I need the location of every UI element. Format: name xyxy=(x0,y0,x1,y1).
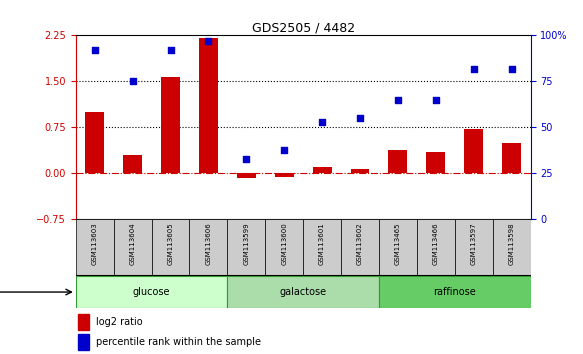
Bar xyxy=(227,219,265,276)
Point xyxy=(204,38,213,44)
Point xyxy=(166,47,175,53)
Bar xyxy=(426,152,445,173)
Bar xyxy=(388,150,408,173)
Text: GSM113603: GSM113603 xyxy=(92,222,98,265)
Bar xyxy=(199,39,218,173)
Bar xyxy=(312,167,332,173)
Point xyxy=(90,47,99,53)
Text: GSM113598: GSM113598 xyxy=(508,222,515,265)
Bar xyxy=(265,219,303,276)
Text: GSM113601: GSM113601 xyxy=(319,222,325,265)
Bar xyxy=(227,276,379,308)
Text: GSM113465: GSM113465 xyxy=(395,222,401,265)
Text: GSM113599: GSM113599 xyxy=(243,222,250,265)
Bar xyxy=(76,276,227,308)
Bar xyxy=(275,173,294,177)
Bar xyxy=(303,219,341,276)
Bar xyxy=(417,219,455,276)
Bar xyxy=(502,143,521,173)
Text: GSM113604: GSM113604 xyxy=(129,222,136,265)
Point xyxy=(241,156,251,161)
Bar xyxy=(379,276,531,308)
Point xyxy=(507,66,517,72)
Point xyxy=(393,97,402,103)
Text: GSM113605: GSM113605 xyxy=(167,222,174,265)
Text: GSM113466: GSM113466 xyxy=(433,222,439,265)
Text: galactose: galactose xyxy=(280,287,326,297)
Text: raffinose: raffinose xyxy=(433,287,476,297)
Text: log2 ratio: log2 ratio xyxy=(96,317,143,327)
Point xyxy=(279,147,289,152)
Bar xyxy=(123,155,142,173)
Bar xyxy=(455,219,493,276)
Bar xyxy=(78,334,89,350)
Bar xyxy=(152,219,189,276)
Text: GSM113600: GSM113600 xyxy=(281,222,287,265)
Text: GSM113602: GSM113602 xyxy=(357,222,363,265)
Bar xyxy=(78,314,89,330)
Bar xyxy=(237,173,256,178)
Bar xyxy=(379,219,417,276)
Bar xyxy=(341,219,379,276)
Point xyxy=(469,66,478,72)
Bar xyxy=(464,129,483,173)
Text: glucose: glucose xyxy=(133,287,170,297)
Text: GSM113606: GSM113606 xyxy=(205,222,212,265)
Bar xyxy=(350,169,370,173)
Text: percentile rank within the sample: percentile rank within the sample xyxy=(96,337,261,347)
Text: GSM113597: GSM113597 xyxy=(470,222,477,265)
Bar xyxy=(493,219,531,276)
Bar xyxy=(85,112,104,173)
Bar xyxy=(76,219,114,276)
Point xyxy=(431,97,441,103)
Point xyxy=(355,115,365,121)
Bar xyxy=(189,219,227,276)
Point xyxy=(317,119,326,125)
Bar xyxy=(161,76,180,173)
Point xyxy=(128,79,138,84)
Bar xyxy=(114,219,152,276)
Title: GDS2505 / 4482: GDS2505 / 4482 xyxy=(252,21,354,34)
